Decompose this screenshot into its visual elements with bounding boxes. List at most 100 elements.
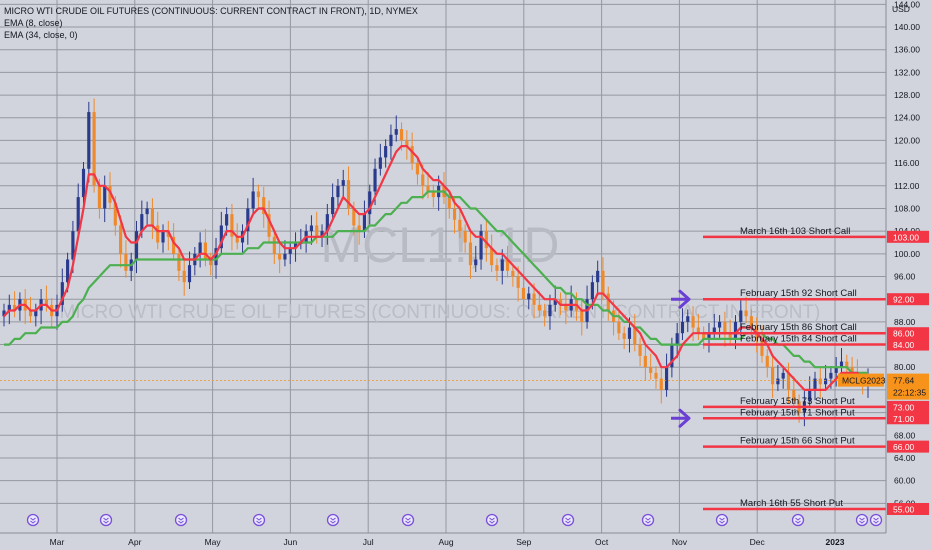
chart-legend: MICRO WTI CRUDE OIL FUTURES (CONTINUOUS:…: [4, 5, 418, 41]
price-tick-label: 60.00: [894, 476, 916, 486]
time-tick-label: Oct: [595, 537, 609, 547]
candle-body: [293, 242, 298, 249]
event-marker-icon[interactable]: [26, 513, 40, 527]
event-marker-icon[interactable]: [174, 513, 188, 527]
candle-body: [28, 310, 33, 317]
event-marker-icon[interactable]: [99, 513, 113, 527]
event-marker-icon[interactable]: [869, 513, 883, 527]
event-marker-icon[interactable]: [252, 513, 266, 527]
candle-body: [654, 372, 658, 379]
candle-body: [839, 361, 844, 368]
candle-body: [272, 236, 276, 254]
price-tick-label: 100.00: [894, 249, 920, 259]
candle-body: [113, 202, 117, 226]
candle-body: [225, 214, 229, 226]
candle-body: [638, 344, 642, 356]
candle-body: [394, 129, 398, 135]
candle-body: [691, 316, 695, 328]
candle-body: [537, 304, 541, 311]
event-marker-icon[interactable]: [715, 513, 729, 527]
candle-body: [733, 321, 738, 339]
indicator-ema-34[interactable]: EMA (34, close, 0): [4, 30, 78, 40]
indicator-ema-8[interactable]: EMA (8, close): [4, 18, 63, 28]
price-axis[interactable]: USD56.0060.0064.0068.0072.0076.0080.0084…: [838, 0, 932, 550]
candle-body: [452, 208, 457, 220]
candle-body: [659, 378, 663, 390]
candle-body: [378, 157, 382, 169]
event-marker-icon[interactable]: [401, 513, 415, 527]
candle-body: [527, 293, 531, 300]
candle-body: [331, 197, 335, 215]
price-tick-label: 96.00: [894, 272, 916, 282]
ema-34-line: [4, 190, 868, 374]
time-axis[interactable]: Mar Apr May Jun Jul Aug Sep Oct Nov Dec 2023: [0, 532, 932, 550]
level-price-tag-text: 73.00: [893, 402, 915, 412]
event-chevron: [178, 517, 184, 524]
candle-body: [484, 231, 488, 249]
candle-body: [818, 378, 822, 385]
candle-body: [256, 191, 261, 198]
candle-body: [649, 367, 653, 373]
candle-body: [60, 282, 64, 305]
event-chevron: [873, 517, 879, 524]
candle-body: [680, 321, 685, 334]
candle-body: [479, 231, 483, 260]
candle-body: [808, 389, 812, 402]
time-tick-label: May: [205, 537, 222, 547]
time-tick-label: 2023: [826, 537, 845, 547]
candle-body: [13, 304, 17, 311]
candle-body: [511, 270, 515, 277]
candle-body: [399, 129, 404, 141]
candle-body: [749, 316, 753, 328]
candle-body: [278, 253, 282, 260]
price-tick-label: 140.00: [894, 22, 920, 32]
event-marker-icon[interactable]: [485, 513, 499, 527]
candle-body: [230, 214, 234, 237]
candle-body: [166, 231, 170, 237]
candle-body: [172, 236, 176, 254]
candle-body: [622, 333, 626, 339]
watermark-symbol: MCL1!, 1D: [321, 217, 560, 273]
contract-tag: [838, 373, 884, 387]
candle-body: [182, 270, 186, 283]
candle-body: [829, 372, 833, 379]
event-chevron: [795, 517, 801, 524]
arrow-marker: [671, 408, 691, 428]
price-tick-label: 132.00: [894, 67, 920, 77]
price-tick-label: 88.00: [894, 317, 916, 327]
candle-body: [601, 270, 605, 294]
candle-body: [373, 168, 377, 192]
event-chevron: [330, 517, 336, 524]
level-price-tag-text: 55.00: [893, 504, 915, 514]
candle-body: [145, 208, 149, 215]
candle-body: [675, 333, 679, 345]
candle-body: [336, 185, 340, 198]
candle-body: [696, 327, 700, 334]
event-chevron: [103, 517, 109, 524]
candle-body: [325, 214, 329, 232]
arrow-head: [678, 289, 691, 309]
time-tick-label: Dec: [750, 537, 766, 547]
event-marker-icon[interactable]: [791, 513, 805, 527]
level-label: March 16th 55 Short Put: [740, 498, 843, 509]
event-chevron: [489, 517, 495, 524]
candle-body: [421, 174, 425, 186]
price-tick-label: 128.00: [894, 90, 920, 100]
candle-body: [490, 248, 494, 266]
event-marker-icon[interactable]: [641, 513, 655, 527]
candle-body: [219, 225, 223, 249]
event-chevron: [645, 517, 651, 524]
candle-body: [187, 265, 192, 283]
level-label: March 16th 103 Short Call: [740, 226, 850, 237]
candle-body: [103, 185, 107, 209]
candle-body: [431, 191, 435, 198]
candle-body: [426, 185, 430, 192]
level-label: February 15th 86 Short Call: [740, 322, 857, 333]
event-marker-icon[interactable]: [326, 513, 340, 527]
candle-body: [66, 259, 70, 283]
event-marker-icon[interactable]: [561, 513, 575, 527]
candle-body: [2, 310, 6, 317]
event-chevron: [859, 517, 865, 524]
event-marker-icon[interactable]: [855, 513, 869, 527]
